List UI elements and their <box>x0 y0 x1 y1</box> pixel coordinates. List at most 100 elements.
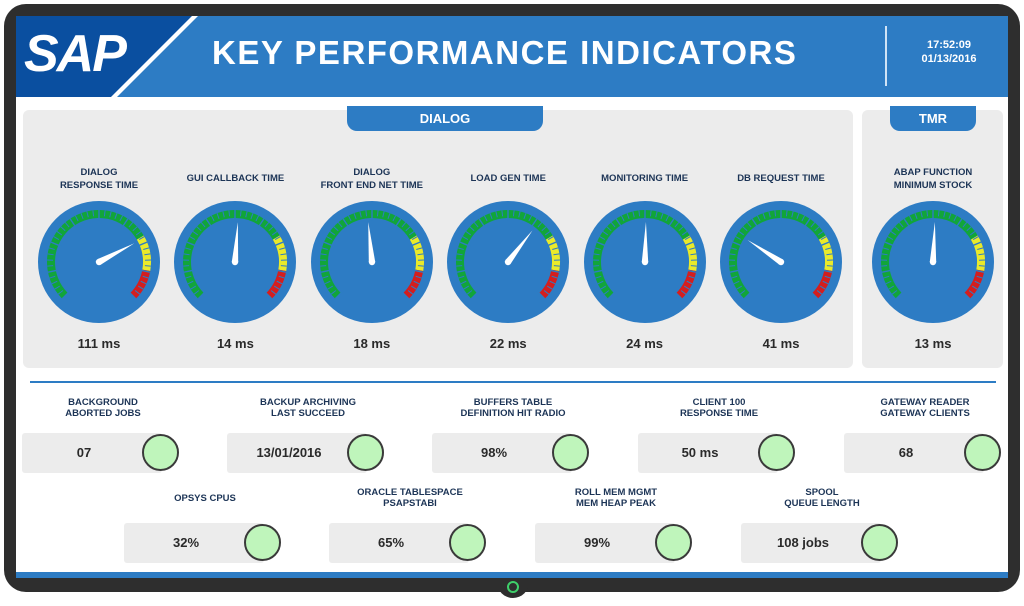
gauge-tick <box>603 290 609 295</box>
kpi-value: 13/01/2016 <box>256 445 322 460</box>
gauge-tick <box>890 231 897 236</box>
gauge-tick <box>337 222 343 228</box>
gauge-tick <box>552 247 559 250</box>
gauge-tick <box>688 275 695 279</box>
gauge-tick <box>674 222 679 228</box>
gauge-zone <box>592 210 690 299</box>
gauge-tick <box>489 213 493 220</box>
gauge-tick <box>257 218 265 229</box>
gauge-tick <box>732 241 744 247</box>
gauge-tick <box>469 226 475 232</box>
kpi-value: 68 <box>898 445 914 460</box>
gauge-tick <box>602 231 608 236</box>
kpi-label-line1: SPOOL <box>805 487 839 498</box>
gauge-tick <box>881 269 893 273</box>
gauge-tick <box>733 280 740 285</box>
gauge-tick <box>342 218 350 229</box>
gauge-tick <box>410 285 417 290</box>
gauge-tick <box>637 210 640 217</box>
tmr-panel: TMR ABAP FUNCTION MINIMUM STOCK 13 ms <box>862 106 1003 368</box>
gauge-tick <box>275 236 282 240</box>
gauge-needle <box>232 222 239 263</box>
kpi-value-box: 65% <box>329 523 469 563</box>
kpi-tile: GATEWAY READER GATEWAY CLIENTS 68 <box>844 397 1006 479</box>
gauge-tick <box>908 215 913 222</box>
status-indicator-icon <box>449 524 486 561</box>
gauge-tick <box>459 241 471 247</box>
gauge-tick <box>966 226 972 232</box>
gauge-value: 18 ms <box>353 336 391 351</box>
gauge-tick <box>891 290 898 295</box>
gauge-tick <box>273 241 284 247</box>
gauge-tick <box>530 218 538 229</box>
gauge-tick <box>323 241 335 247</box>
gauge-tick <box>977 247 984 250</box>
gauge-tick <box>955 218 963 229</box>
kpi-value-box: 99% <box>535 523 675 563</box>
gauge-tick <box>458 247 465 250</box>
gauge-tick <box>599 285 606 290</box>
gauge-tick <box>255 215 260 222</box>
gauge-tick <box>353 213 357 220</box>
gauge-tick <box>183 253 191 256</box>
gauge-tick <box>86 211 89 218</box>
gauge-tick <box>731 275 738 279</box>
gauge-tick <box>478 218 486 229</box>
section-divider <box>30 381 996 383</box>
gauge-tick <box>463 285 470 290</box>
gauge-tick <box>194 290 200 295</box>
gauge-tick <box>666 218 675 229</box>
gauge-tick <box>649 210 652 217</box>
gauge-tick <box>898 222 904 228</box>
kpi-label: OPSYS CPUS <box>124 493 286 504</box>
kpi-label: BACKGROUND ABORTED JOBS <box>22 397 184 419</box>
gauge-tick <box>684 236 691 240</box>
kpi-value-box: 108 jobs <box>741 523 881 563</box>
gauge-tick <box>415 247 422 250</box>
gauge-tick <box>47 253 54 256</box>
gauge-tick <box>681 231 687 236</box>
gauge-tick <box>803 218 811 229</box>
gauge-tick <box>268 226 274 232</box>
kpi-label-line2: RESPONSE TIME <box>679 408 759 419</box>
kpi-value-box: 13/01/2016 <box>227 433 367 473</box>
gauge-tick <box>551 275 558 279</box>
gauge-tick <box>894 226 900 232</box>
gauge-tick <box>814 226 820 232</box>
gauge-value: 24 ms <box>626 336 664 351</box>
kpi-tile: SPOOL QUEUE LENGTH 108 jobs <box>741 487 903 569</box>
gauge-label-line2: FRONT END NET TIME <box>320 180 423 191</box>
kpi-label-line2: QUEUE LENGTH <box>784 498 860 509</box>
kpi-value-box: 68 <box>844 433 984 473</box>
gauge-tick <box>387 213 391 220</box>
gauge-tick <box>654 211 658 218</box>
gauge-value: 14 ms <box>216 336 254 351</box>
gauge-tick <box>961 290 971 300</box>
gauge-tick <box>134 290 141 295</box>
gauge-hub <box>504 258 512 266</box>
gauge-tick <box>320 253 327 256</box>
gauge-tick <box>245 211 249 218</box>
gauge-dial <box>583 201 706 323</box>
gauge-tick <box>321 247 328 250</box>
gauge-tick <box>187 241 198 247</box>
gauge-tick <box>791 211 794 218</box>
status-indicator-icon <box>861 524 898 561</box>
gauge-tick <box>189 236 196 240</box>
gauge-tick <box>271 290 277 295</box>
gauge-tick <box>211 215 215 222</box>
gauge-tick <box>742 226 748 232</box>
kpi-label-line1: CLIENT 100 <box>692 397 746 408</box>
gauge-label-line1: GUI CALLBACK TIME <box>186 173 285 184</box>
gauge-tick <box>51 280 58 285</box>
kpi-label: SPOOL QUEUE LENGTH <box>741 487 903 509</box>
gauge-tick <box>545 231 551 236</box>
gauge-tick <box>132 226 138 232</box>
gauge-tick <box>411 236 418 240</box>
gauge-zone <box>729 210 826 299</box>
gauge-label-line2: RESPONSE TIME <box>59 180 139 191</box>
gauge-zone <box>319 210 417 299</box>
kpi-label-line2: MEM HEAP PEAK <box>575 498 657 509</box>
gauge-value: 41 ms <box>762 336 800 351</box>
gauge-label-line1: MONITORING TIME <box>601 173 689 184</box>
